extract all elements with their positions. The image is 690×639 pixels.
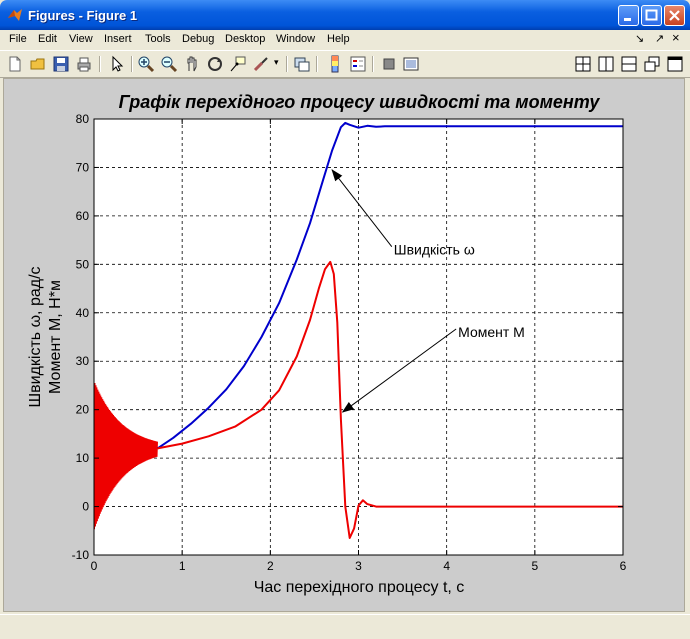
minimize-icon xyxy=(624,18,631,21)
y-tick-label: -10 xyxy=(72,548,90,562)
close-figure-button[interactable]: × xyxy=(672,30,680,45)
matlab-logo-icon xyxy=(8,9,22,21)
open-icon[interactable] xyxy=(29,55,47,73)
close-button[interactable] xyxy=(664,5,685,26)
menu-bar: File Edit View Insert Tools Debug Deskto… xyxy=(0,30,690,50)
minimize-button[interactable] xyxy=(618,5,639,26)
menu-desktop[interactable]: Desktop xyxy=(225,33,266,45)
tile-icon[interactable] xyxy=(574,55,592,73)
y-tick-label: 20 xyxy=(76,403,90,417)
show-tools-icon[interactable] xyxy=(402,55,420,73)
y-tick-label: 50 xyxy=(76,257,90,271)
x-tick-label: 1 xyxy=(179,559,186,573)
y-tick-label: 0 xyxy=(82,500,89,514)
menu-window[interactable]: Window xyxy=(276,33,316,45)
y-axis-label-torque: Момент M, Н*м xyxy=(47,280,64,394)
link-icon[interactable] xyxy=(293,55,311,73)
maximize-button[interactable] xyxy=(641,5,662,26)
print-icon[interactable] xyxy=(75,55,93,73)
y-tick-label: 40 xyxy=(76,306,90,320)
menu-help[interactable]: Help xyxy=(327,33,350,45)
x-tick-label: 4 xyxy=(443,559,450,573)
speed-series-line xyxy=(156,121,623,450)
zoom-out-icon[interactable] xyxy=(160,55,178,73)
chart-title: Графік перехідного процесу швидкості та … xyxy=(119,92,601,112)
pan-icon[interactable] xyxy=(183,55,201,73)
colorbar-icon[interactable] xyxy=(326,55,344,73)
data-cursor-icon[interactable] xyxy=(229,55,247,73)
maximize-figure-icon[interactable] xyxy=(666,55,684,73)
torque-oscillation-line xyxy=(94,380,158,530)
x-axis-label: Час перехідного процесу t, с xyxy=(254,579,465,596)
toolbar-separator xyxy=(131,56,133,72)
grid-lines xyxy=(94,119,623,555)
x-tick-label: 3 xyxy=(355,559,362,573)
menu-tools[interactable]: Tools xyxy=(145,33,171,45)
speed-annotation-label: Швидкість ω xyxy=(394,242,475,258)
menu-file[interactable]: File xyxy=(9,33,27,45)
x-tick-label: 5 xyxy=(531,559,538,573)
edit-plot-icon[interactable] xyxy=(108,55,126,73)
x-tick-label: 6 xyxy=(620,559,627,573)
window-title: Figures - Figure 1 xyxy=(28,8,138,23)
y-tick-label: 80 xyxy=(76,112,90,126)
x-tick-label: 2 xyxy=(267,559,274,573)
hide-tools-icon[interactable] xyxy=(380,55,398,73)
close-icon xyxy=(669,10,680,21)
y-tick-label: 60 xyxy=(76,209,90,223)
toolbar-separator xyxy=(316,56,318,72)
menu-edit[interactable]: Edit xyxy=(38,33,57,45)
y-tick-label: 70 xyxy=(76,160,90,174)
torque-annotation-arrow xyxy=(341,328,457,413)
toolbar-separator xyxy=(286,56,288,72)
x-tick-label: 0 xyxy=(91,559,98,573)
top-bottom-icon[interactable] xyxy=(620,55,638,73)
new-figure-icon[interactable] xyxy=(6,55,24,73)
maximize-icon xyxy=(645,9,658,21)
legend-icon[interactable] xyxy=(349,55,367,73)
dock-button[interactable]: ↗ xyxy=(655,33,665,45)
undock-button[interactable]: ↘ xyxy=(635,33,645,45)
toolbar-separator xyxy=(99,56,101,72)
menu-insert[interactable]: Insert xyxy=(104,33,132,45)
zoom-in-icon[interactable] xyxy=(137,55,155,73)
status-bar xyxy=(0,614,690,639)
y-axis-label-speed: Швидкість ω, рад/с xyxy=(27,266,44,407)
curves xyxy=(94,121,623,539)
torque-annotation-label: Момент M xyxy=(458,324,525,340)
save-icon[interactable] xyxy=(52,55,70,73)
menu-debug[interactable]: Debug xyxy=(182,33,215,45)
figure-toolbar: ▾ xyxy=(0,50,690,78)
y-tick-label: 30 xyxy=(76,354,90,368)
torque-series-line xyxy=(157,260,623,539)
speed-annotation-arrow xyxy=(331,169,393,247)
left-right-icon[interactable] xyxy=(597,55,615,73)
rotate-icon[interactable] xyxy=(206,55,224,73)
window-titlebar[interactable]: Figures - Figure 1 xyxy=(0,0,690,30)
brush-icon[interactable] xyxy=(252,55,270,73)
y-tick-label: 10 xyxy=(76,451,90,465)
float-icon[interactable] xyxy=(643,55,661,73)
brush-dropdown-icon[interactable]: ▾ xyxy=(274,57,279,67)
annotations: Швидкість ω Момент M xyxy=(331,169,525,413)
menu-view[interactable]: View xyxy=(69,33,93,45)
toolbar-separator xyxy=(372,56,374,72)
